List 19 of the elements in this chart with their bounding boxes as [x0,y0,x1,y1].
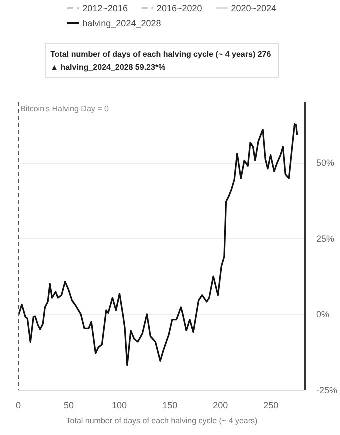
x-tick-label: 100 [112,400,128,410]
y-tick-label: 50% [316,158,335,168]
legend-label: 2020~2024 [231,4,277,14]
x-tick-label: 200 [213,400,228,410]
x-tick-label: 0 [16,400,22,410]
y-tick-label: 0% [316,310,330,320]
x-axis-title: Total number of days of each halving cycle (~ 4 years) [66,416,258,426]
x-tick-label: 150 [162,400,178,410]
ref-line-label: Bitcoin's Halving Day = 0 [20,104,110,114]
legend-label: 2016~2020 [156,4,202,14]
line-series [18,124,298,366]
text: ▲ halving_2024_2028 59.23*% [50,63,166,72]
x-tick-label: 250 [264,400,279,410]
legend-label: 2012~2016 [82,4,128,14]
y-tick-label: 25% [316,234,335,244]
y-tick-label: -25% [316,386,338,396]
text: Total number of days of each halving cycle (~ 4 years) 276 [50,50,272,59]
x-tick-label: 50 [64,400,74,410]
legend-label: halving_2024_2028 [82,18,162,28]
